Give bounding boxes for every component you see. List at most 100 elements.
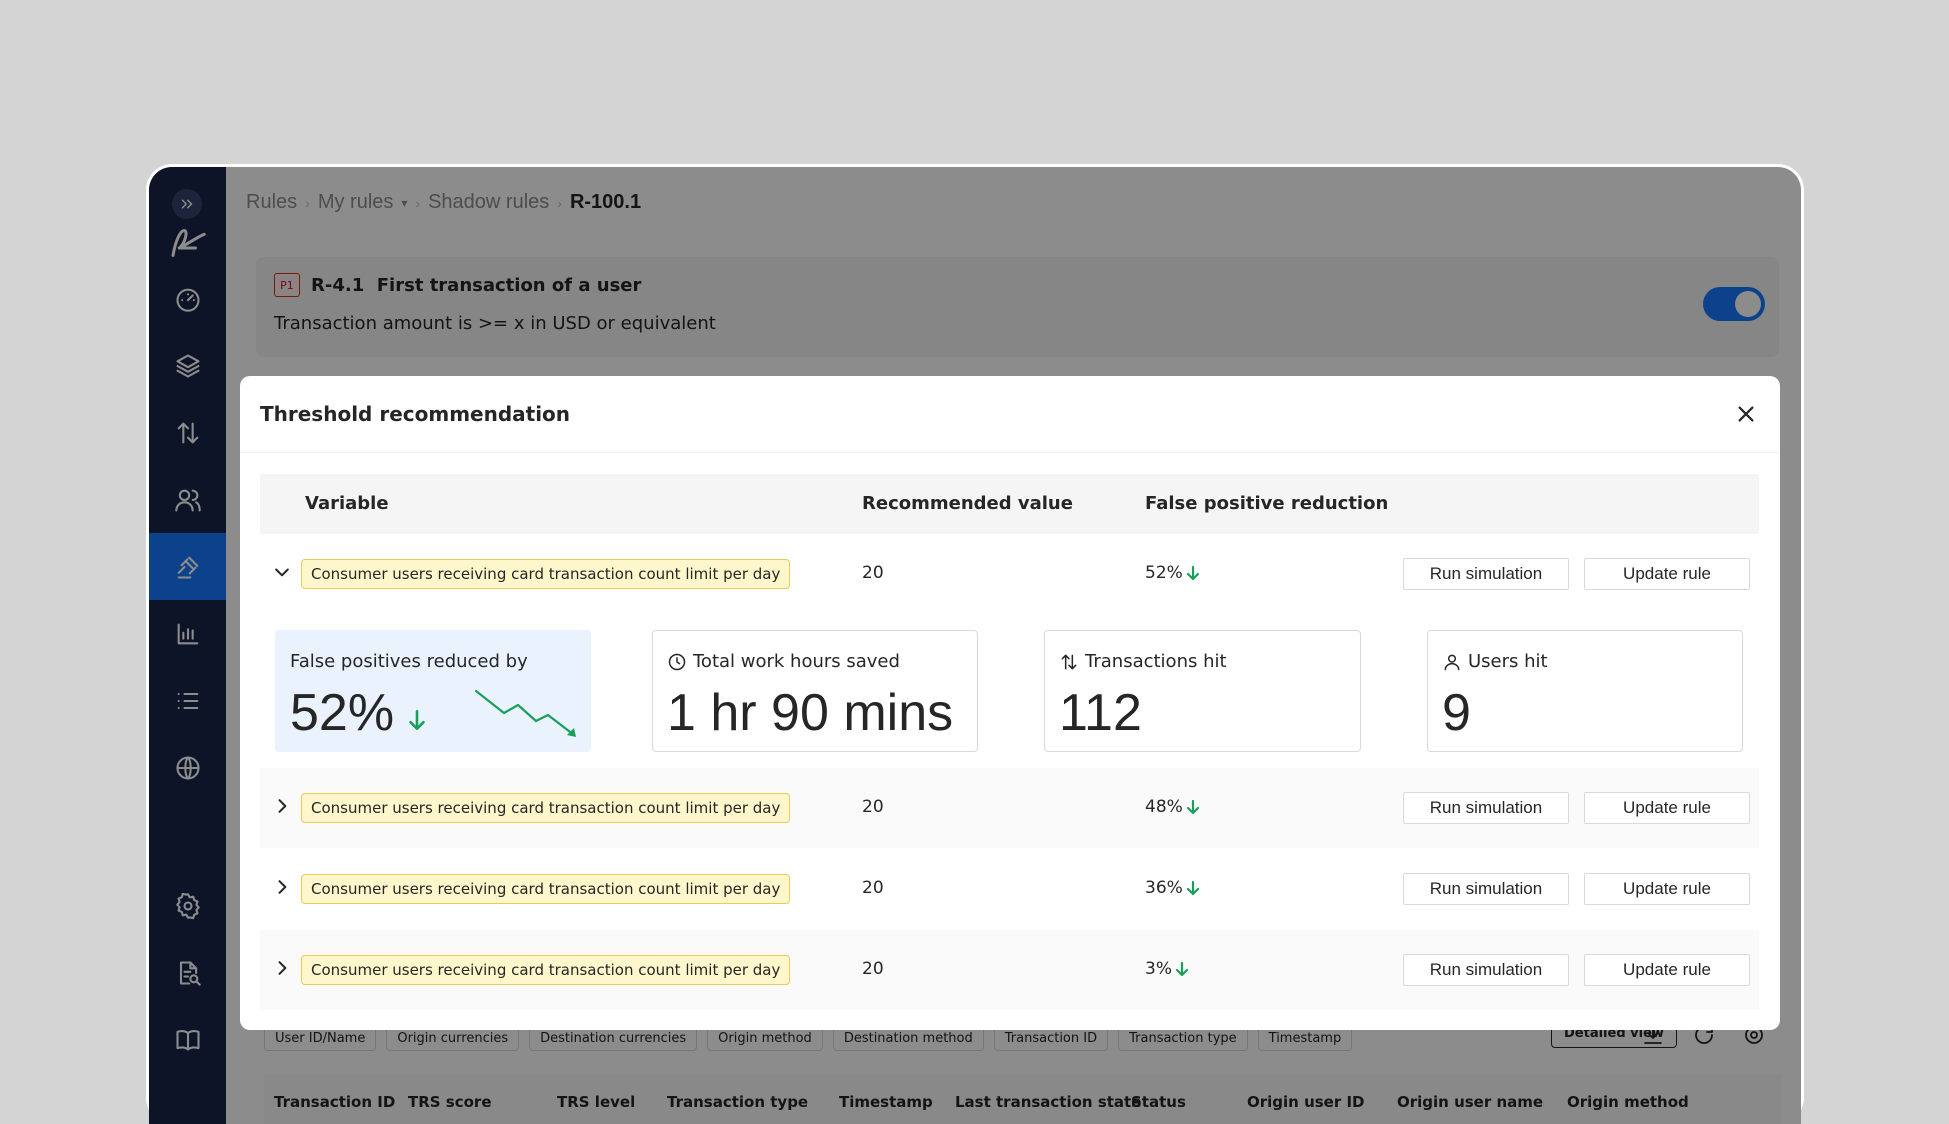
globe-icon xyxy=(175,755,200,780)
modal-title: Threshold recommendation xyxy=(260,402,571,426)
recommended-value: 20 xyxy=(862,878,884,898)
sidebar xyxy=(149,167,226,1124)
column-header[interactable]: Status xyxy=(1131,1093,1186,1111)
toggle-knob xyxy=(1735,291,1761,317)
sidebar-item-lists[interactable] xyxy=(149,667,226,734)
clock-icon xyxy=(668,653,686,670)
arrow-down-icon xyxy=(1175,961,1189,977)
update-rule-button[interactable]: Update rule xyxy=(1584,873,1750,905)
recommendation-row: Consumer users receiving card transactio… xyxy=(260,534,1759,614)
sidebar-item-layers[interactable] xyxy=(149,332,226,399)
stat-card-transactions-hit: Transactions hit 112 xyxy=(1044,630,1361,752)
update-rule-button[interactable]: Update rule xyxy=(1584,954,1750,986)
breadcrumb-separator: › xyxy=(415,194,421,211)
fp-reduction-value: 52% xyxy=(1145,563,1201,583)
column-header[interactable]: Timestamp xyxy=(839,1093,933,1111)
breadcrumb-shadow-rules[interactable]: Shadow rules xyxy=(428,191,550,213)
breadcrumb-rules[interactable]: Rules xyxy=(246,191,298,213)
variable-tag: Consumer users receiving card transactio… xyxy=(301,874,791,904)
stat-value: 52% xyxy=(290,683,430,743)
expand-row-button[interactable] xyxy=(272,958,296,982)
recommended-value: 20 xyxy=(862,563,884,583)
stat-card-hours-saved: Total work hours saved 1 hr 90 mins xyxy=(652,630,978,752)
collapse-row-button[interactable] xyxy=(272,562,296,586)
column-header[interactable]: TRS level xyxy=(557,1093,636,1111)
stat-label: Users hit xyxy=(1442,651,1548,672)
run-simulation-button[interactable]: Run simulation xyxy=(1403,873,1569,905)
speedometer-icon xyxy=(175,288,200,312)
hours-saved-label: Total work hours saved xyxy=(693,651,900,672)
column-header[interactable]: Last transaction state xyxy=(955,1093,1142,1111)
sidebar-item-global[interactable] xyxy=(149,734,226,801)
sidebar-item-docs[interactable] xyxy=(149,1006,226,1073)
breadcrumb-separator: › xyxy=(305,194,310,211)
logo-icon xyxy=(171,228,206,257)
column-header-recommended-value: Recommended value xyxy=(862,493,1073,514)
recommendation-row: Consumer users receiving card transactio… xyxy=(260,768,1759,848)
book-icon xyxy=(175,1029,200,1050)
run-simulation-button[interactable]: Run simulation xyxy=(1403,954,1569,986)
expand-row-button[interactable] xyxy=(272,796,296,820)
sidebar-item-rules[interactable] xyxy=(149,533,226,600)
sidebar-item-audit-log[interactable] xyxy=(149,939,226,1006)
fp-reduction-value: 48% xyxy=(1145,797,1201,817)
transfer-arrows-icon xyxy=(1061,654,1077,669)
breadcrumb-current: R-100.1 xyxy=(569,191,642,213)
expand-row-button[interactable] xyxy=(272,877,296,901)
rule-title: R-4.1 First transaction of a user xyxy=(311,275,641,296)
sidebar-item-reports[interactable] xyxy=(149,600,226,667)
recommendation-row: Consumer users receiving card transactio… xyxy=(260,930,1759,1010)
stat-label: Total work hours saved xyxy=(667,651,900,672)
breadcrumb-separator: › xyxy=(557,194,562,211)
column-header[interactable]: Origin user name xyxy=(1397,1093,1544,1111)
transfer-arrows-icon xyxy=(177,422,198,443)
recommended-value: 20 xyxy=(862,959,884,979)
stat-card-fp-reduced: False positives reduced by 52% xyxy=(275,630,591,752)
hours-saved-value: 1 hr 90 mins xyxy=(667,684,954,742)
column-header[interactable]: Transaction type xyxy=(667,1093,809,1111)
column-header[interactable]: Transaction ID xyxy=(274,1093,396,1111)
fp-reduction-percent: 36% xyxy=(1145,878,1183,898)
recommended-value: 20 xyxy=(862,797,884,817)
column-header[interactable]: Origin method xyxy=(1567,1093,1689,1111)
breadcrumb-my-rules[interactable]: My rules xyxy=(317,191,394,213)
chevron-right-icon xyxy=(278,961,287,975)
column-header[interactable]: Origin user ID xyxy=(1247,1093,1365,1111)
variable-tag: Consumer users receiving card transactio… xyxy=(301,793,791,823)
rule-name: First transaction of a user xyxy=(376,275,642,296)
column-header-fp-reduction: False positive reduction xyxy=(1145,493,1389,514)
expand-sidebar-button[interactable] xyxy=(172,189,202,219)
variable-tag: Consumer users receiving card transactio… xyxy=(301,559,791,589)
close-button[interactable] xyxy=(1732,400,1760,428)
priority-badge: P1 xyxy=(274,273,300,297)
brand-logo[interactable] xyxy=(149,209,226,276)
fp-reduction-value: 36% xyxy=(1145,878,1201,898)
fp-reduction-percent: 3% xyxy=(1145,959,1172,979)
chevron-right-icon xyxy=(278,799,287,813)
rule-id: R-4.1 xyxy=(311,275,365,296)
sidebar-item-dashboard[interactable] xyxy=(149,265,226,332)
update-rule-button[interactable]: Update rule xyxy=(1584,792,1750,824)
update-rule-button[interactable]: Update rule xyxy=(1584,558,1750,590)
column-header[interactable]: TRS score xyxy=(408,1093,492,1111)
gear-icon xyxy=(175,892,200,919)
rule-summary-card: P1 R-4.1 First transaction of a user Tra… xyxy=(256,257,1779,357)
fp-reduction-percent: 52% xyxy=(1145,563,1183,583)
run-simulation-button[interactable]: Run simulation xyxy=(1403,792,1569,824)
variable-tag: Consumer users receiving card transactio… xyxy=(301,955,791,985)
rule-enabled-toggle[interactable] xyxy=(1703,287,1765,321)
transactions-hit-label: Transactions hit xyxy=(1085,651,1227,672)
breadcrumb: Rules › My rules ▾ › Shadow rules › R-10… xyxy=(246,191,641,214)
sidebar-item-transactions[interactable] xyxy=(149,399,226,466)
trend-down-sparkline-icon xyxy=(474,689,576,737)
sidebar-item-settings[interactable] xyxy=(149,872,226,939)
stat-card-users-hit: Users hit 9 xyxy=(1427,630,1743,752)
sidebar-item-users[interactable] xyxy=(149,466,226,533)
stat-label: Transactions hit xyxy=(1059,651,1227,672)
bar-chart-icon xyxy=(177,623,198,644)
chevron-down-icon[interactable]: ▾ xyxy=(401,195,408,210)
run-simulation-button[interactable]: Run simulation xyxy=(1403,558,1569,590)
transactions-hit-value: 112 xyxy=(1059,684,1142,742)
recommendation-stats: False positives reduced by 52% Total wor… xyxy=(260,630,1759,754)
chevron-down-icon xyxy=(275,568,289,577)
